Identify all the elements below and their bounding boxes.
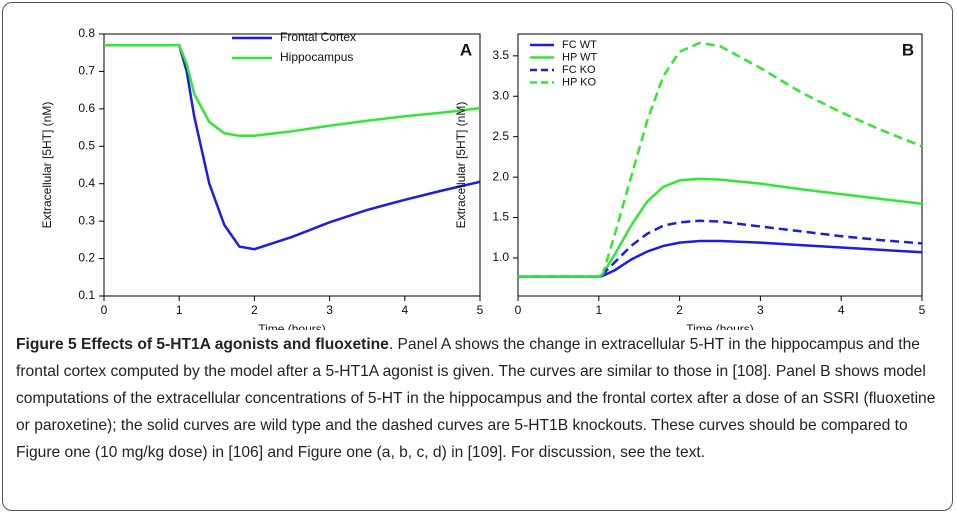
y-tick-label: 1.0: [492, 250, 509, 264]
y-tick-label: 2.0: [492, 169, 509, 183]
caption-label: Figure 5 Effects of 5-HT1A agonists and …: [16, 336, 389, 353]
y-tick-label: 0.2: [78, 251, 95, 265]
x-tick-label: 4: [401, 303, 408, 317]
y-tick-label: 1.5: [492, 210, 509, 224]
caption-text: . Panel A shows the change in extracellu…: [16, 336, 936, 461]
y-axis-label: Extracellular [5HT] (nM): [454, 102, 468, 229]
y-tick-label: 0.4: [78, 176, 95, 190]
y-tick-label: 0.1: [78, 288, 95, 302]
legend-label: Frontal Cortex: [280, 30, 356, 44]
y-tick-label: 0.6: [78, 101, 95, 115]
legend-label: FC WT: [562, 39, 597, 51]
series-line: [518, 239, 923, 278]
series-line: [104, 43, 481, 251]
series-line: [104, 43, 481, 138]
y-tick-label: 0.7: [78, 64, 95, 78]
legend-label: HP KO: [562, 76, 596, 88]
y-tick-label: 0.8: [78, 26, 95, 40]
series-line: [518, 177, 923, 278]
x-tick-label: 0: [101, 303, 108, 317]
x-axis-label: Time (hours): [258, 322, 326, 330]
x-tick-label: 5: [919, 303, 926, 317]
x-tick-label: 3: [757, 303, 764, 317]
x-tick-label: 1: [176, 303, 183, 317]
legend-label: HP WT: [562, 51, 598, 63]
plot-frame: [517, 33, 923, 297]
y-axis-label: Extracellular [5HT] (nM): [40, 102, 54, 229]
x-tick-label: 0: [515, 303, 522, 317]
figure: 0.1 0.2 0.3 0.4 0.5 0.6 0.7 0.8 0 1 2 3 4 5 Time (hour…: [40, 26, 926, 330]
plot-frame: [103, 33, 481, 297]
x-tick-label: 5: [477, 303, 484, 317]
y-tick-label: 2.5: [492, 129, 509, 143]
y-tick-label: 0.5: [78, 138, 95, 152]
y-tick-label: 3.5: [492, 48, 509, 62]
legend-label: Hippocampus: [280, 50, 353, 64]
x-tick-label: 4: [838, 303, 845, 317]
x-tick-label: 2: [676, 303, 683, 317]
x-tick-label: 3: [326, 303, 333, 317]
caption: Figure 5 Effects of 5-HT1A agonists and …: [16, 331, 941, 466]
x-tick-label: 1: [595, 303, 602, 317]
legend-label: FC KO: [562, 64, 596, 76]
series-line: [518, 41, 923, 278]
y-tick-label: 0.3: [78, 213, 95, 227]
x-axis-label: Time (hours): [686, 322, 754, 330]
panel-label: A: [460, 40, 472, 59]
x-tick-label: 2: [251, 303, 258, 317]
y-tick-label: 3.0: [492, 88, 509, 102]
panel-label: B: [902, 40, 914, 59]
series-line: [518, 219, 923, 278]
